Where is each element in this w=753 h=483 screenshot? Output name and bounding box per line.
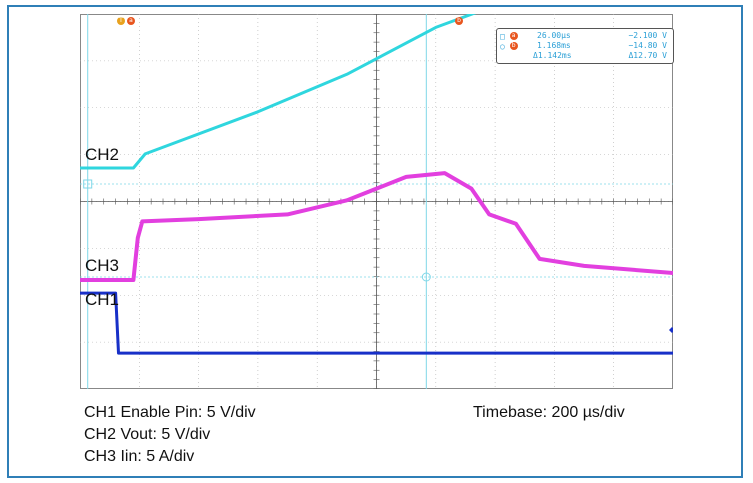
- cursor-b-value: −14.80 V: [628, 41, 667, 50]
- cursor-b-top-marker: b: [455, 17, 463, 27]
- cursor-b-time: 1.168ms: [537, 41, 571, 50]
- ch2-label: CH2: [85, 145, 120, 164]
- cursor-a-point-marker: [83, 179, 93, 189]
- series-ch3-trace: [80, 171, 673, 282]
- ch1-label: CH1: [85, 290, 120, 309]
- series-ch1-trace: [80, 291, 673, 355]
- cursor-a-top-marker: a: [127, 17, 135, 27]
- cursor-delta-value: Δ12.70 V: [628, 51, 667, 60]
- cursor-a-time: 26.00µs: [537, 31, 571, 40]
- cursor-readout-box: □ a 26.00µs −2.100 V ○ b 1.168ms −14.80 …: [496, 28, 674, 64]
- caption-ch3: CH3 Iin: 5 A/div: [84, 448, 195, 465]
- cursor-delta-readout: Δ1.142ms Δ12.70 V: [497, 51, 673, 62]
- cursor-delta-time: Δ1.142ms: [533, 51, 572, 60]
- cursor-b-icon: ○ b: [500, 42, 518, 51]
- oscilloscope-display: [80, 14, 673, 389]
- caption-ch1: CH1 Enable Pin: 5 V/div: [84, 404, 256, 421]
- cursor-b-readout: ○ b 1.168ms −14.80 V: [497, 41, 673, 52]
- trigger-marker: T: [117, 17, 125, 27]
- cursor-a-icon: □ a: [500, 32, 518, 41]
- oscilloscope-plot: [80, 14, 673, 389]
- cursor-a-readout: □ a 26.00µs −2.100 V: [497, 31, 673, 42]
- cursor-a-value: −2.100 V: [628, 31, 667, 40]
- caption-timebase: Timebase: 200 µs/div: [473, 404, 625, 421]
- caption-ch2: CH2 Vout: 5 V/div: [84, 426, 211, 443]
- series-ch2-trace: [80, 14, 477, 170]
- ch3-label: CH3: [85, 256, 120, 275]
- cursor-b-point-marker: [421, 272, 431, 282]
- ch1-offset-marker: [669, 327, 673, 333]
